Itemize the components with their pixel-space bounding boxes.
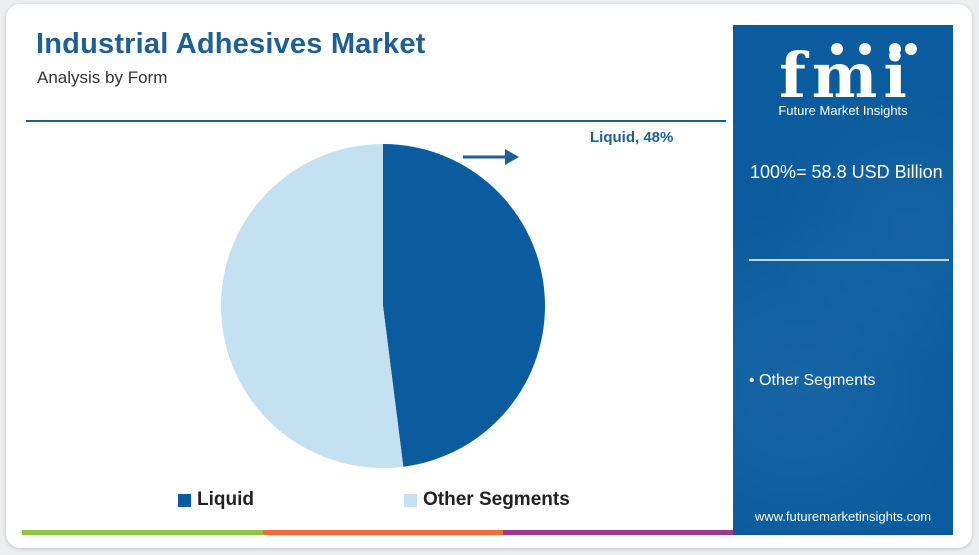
arrow-icon (463, 149, 519, 165)
sidebar-divider (749, 259, 949, 261)
legend-swatch-liquid (178, 493, 191, 507)
bottom-bar-purple (503, 530, 733, 535)
market-total: 100%= 58.8 USD Billion (750, 162, 943, 182)
pie-chart (221, 144, 546, 468)
title-divider (26, 120, 726, 122)
fmi-logo: fmi (779, 39, 917, 112)
chart-card: Industrial Adhesives Market Analysis by … (6, 4, 972, 548)
sidebar-bullet: • Other Segments (749, 372, 876, 389)
sidebar-texture (733, 25, 953, 535)
legend-item-liquid: Liquid (178, 489, 254, 511)
pie-slice-other-segments (221, 144, 404, 468)
bottom-bar-blue (733, 530, 953, 535)
logo-tagline: Future Market Insights (778, 103, 908, 118)
slice-label-liquid: Liquid, 48% (590, 129, 674, 146)
chart-subtitle: Analysis by Form (37, 68, 168, 87)
pie-slice-liquid (383, 144, 546, 467)
logo-text: fmi (779, 39, 913, 112)
legend-label-liquid: Liquid (197, 489, 254, 510)
info-sidebar: fmi Future Market Insights 100%= 58.8 US… (733, 25, 953, 535)
legend-label-other-segments: Other Segments (423, 489, 570, 510)
chart-title: Industrial Adhesives Market (36, 28, 426, 60)
legend-item-other-segments: Other Segments (404, 489, 570, 511)
legend-swatch-other-segments (404, 493, 417, 507)
bottom-bar-orange (263, 530, 503, 535)
bottom-bar-green (22, 530, 263, 535)
website-url[interactable]: www.futuremarketinsights.com (754, 509, 932, 524)
